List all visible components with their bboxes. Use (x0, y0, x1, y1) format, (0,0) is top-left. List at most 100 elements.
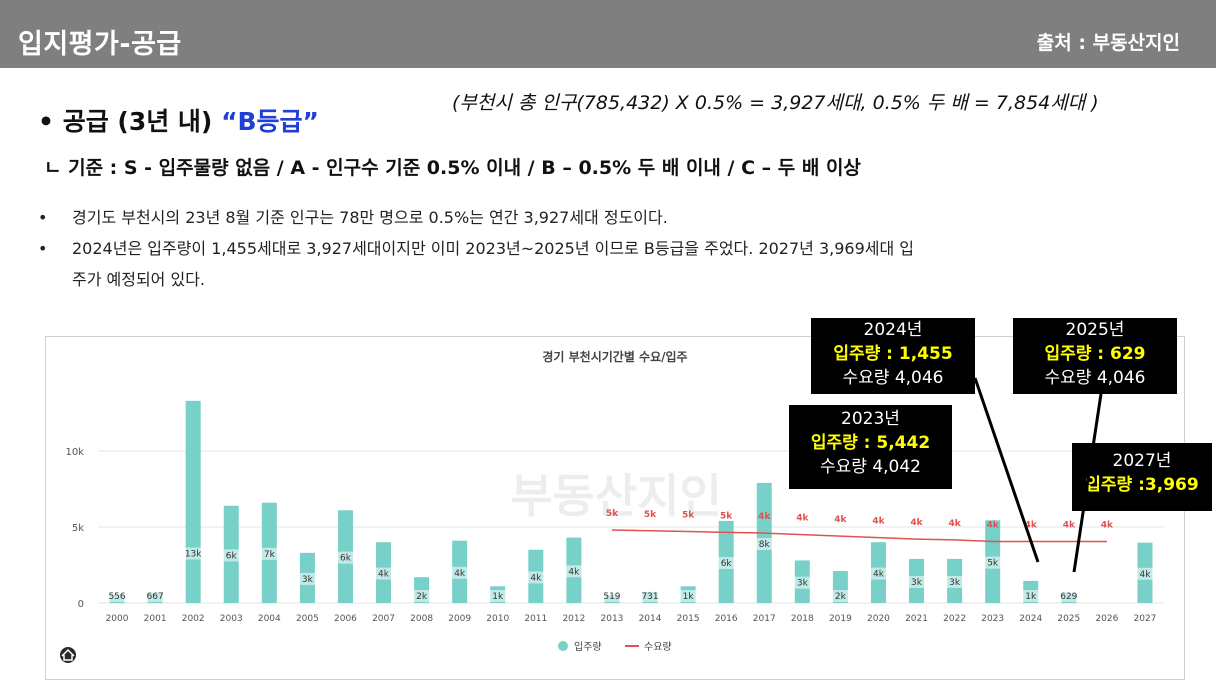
bullet-dot: • (38, 239, 48, 258)
callout-year: 2027년 (1112, 451, 1172, 471)
bullet-text: 경기도 부천시의 23년 8월 기준 인구는 78만 명으로 0.5%는 연간 … (72, 208, 668, 227)
legend-supply-label: 입주량 (574, 640, 602, 653)
bar-value-label: 2k (835, 592, 847, 602)
demand-value-label: 4k (910, 518, 923, 528)
bar-value-label: 7k (264, 550, 276, 560)
bar-value-label: 1k (1025, 592, 1037, 602)
x-tick-label: 2013 (601, 614, 624, 624)
bar-label-bg (829, 590, 852, 602)
bar-value-label: 629 (1060, 592, 1077, 602)
x-tick-label: 2006 (334, 614, 357, 624)
demand-value-label: 4k (948, 519, 961, 529)
x-tick-label: 2000 (106, 614, 129, 624)
bullet-text: 2024년은 입주량이 1,455세대로 3,927세대이지만 이미 2023년… (72, 239, 915, 258)
callout-demand: 수요량 4,042 (820, 457, 921, 477)
bar-label-bg (448, 566, 471, 579)
x-tick-label: 2021 (905, 614, 928, 624)
x-tick-label: 2004 (258, 614, 281, 624)
bar-label-bg (905, 575, 928, 588)
x-tick-label: 2023 (981, 614, 1004, 624)
demand-value-label: 5k (644, 510, 657, 520)
x-tick-label: 2026 (1095, 614, 1118, 624)
callout-2024: 2024년 입주량 : 1,455 수요량 4,046 (811, 318, 975, 394)
demand-value-label: 4k (872, 517, 885, 527)
x-tick-label: 2024 (1019, 614, 1042, 624)
legend-demand-label: 수요량 (644, 641, 672, 653)
bar-value-label: 3k (911, 578, 923, 588)
x-tick-label: 2019 (829, 614, 852, 624)
bar-label-bg (639, 590, 662, 602)
bar-label-bg (867, 567, 890, 580)
page-title: 입지평가-공급 (18, 29, 182, 60)
bullet-list: • 경기도 부천시의 23년 8월 기준 인구는 78만 명으로 0.5%는 연간… (38, 202, 1148, 295)
bar-label-bg (182, 547, 205, 560)
bar-value-label: 2k (416, 592, 428, 602)
source-label: 출처 : 부동산지인 (1036, 32, 1180, 54)
callout-2023: 2023년 입주량 : 5,442 수요량 4,042 (789, 405, 952, 489)
x-tick-label: 2017 (753, 614, 776, 624)
callout-2027: 2027년 입주량 :3,969 (1072, 443, 1212, 511)
legend-supply-marker (558, 641, 568, 651)
x-tick-label: 2002 (182, 614, 205, 624)
x-tick-label: 2022 (943, 614, 966, 624)
bar-value-label: 4k (873, 570, 885, 580)
x-tick-label: 2003 (220, 614, 243, 624)
callout-2025: 2025년 입주량 : 629 수요량 4,046 (1013, 318, 1177, 394)
supply-heading: • 공급 (3년 내) “B등급” (38, 102, 319, 138)
callout-year: 2023년 (841, 409, 900, 429)
demand-line (611, 529, 1107, 543)
x-tick-label: 2020 (867, 614, 890, 624)
bar-label-bg (715, 556, 738, 569)
callout-supply: 입주량 : 5,442 (810, 433, 931, 453)
supply-demand-chart: 경기 부천시기간별 수요/입주 0 5k 10k 부동산지인 556 667 13k 6k 7k 3… (60, 349, 1164, 663)
x-tick-label: 2005 (296, 614, 319, 624)
x-tick-label: 2027 (1134, 614, 1157, 624)
bullet-dot: • (38, 208, 48, 227)
bar-value-label: 8k (759, 540, 771, 550)
demand-value-label: 4k (834, 515, 847, 525)
x-tick-label: 2014 (639, 614, 662, 624)
header-bar: 입지평가-공급 출처 : 부동산지인 (0, 0, 1216, 68)
demand-value-label: 4k (1063, 521, 1076, 531)
bar-label-bg (943, 575, 966, 588)
bar-label-bg (791, 576, 814, 589)
bar-value-label: 3k (797, 579, 809, 589)
y-tick-label: 0 (78, 599, 84, 610)
bar (185, 400, 201, 603)
bar-label-bg (410, 590, 433, 602)
bar-value-label: 4k (378, 570, 390, 580)
demand-value-label: 5k (606, 509, 619, 519)
bar-label-bg (334, 551, 357, 564)
bar-value-label: 519 (603, 592, 620, 602)
home-logo-glyph (61, 648, 75, 661)
bar-value-label: 4k (1139, 570, 1151, 580)
grade-label: “B등급” (221, 107, 319, 136)
x-tick-label: 2025 (1057, 614, 1080, 624)
x-tick-label: 2016 (715, 614, 738, 624)
x-tick-label: 2008 (410, 614, 433, 624)
bar-label-bg (220, 549, 243, 562)
callout-year: 2025년 (1065, 320, 1125, 340)
bar-value-label: 3k (949, 578, 961, 588)
bar-label-bg (1057, 590, 1080, 602)
bar-label-bg (562, 565, 585, 578)
bar-label-bg (600, 590, 623, 602)
criteria-line: ㄴ 기준 : S - 입주물량 없음 / A - 인구수 기준 0.5% 이내 … (44, 157, 861, 179)
bar-value-label: 6k (226, 551, 238, 561)
x-tick-label: 2015 (677, 614, 700, 624)
callout-demand: 수요량 4,046 (842, 368, 944, 388)
x-tick-label: 2011 (524, 614, 547, 624)
callout-supply: 입주량 : 629 (1044, 344, 1146, 364)
callout-supply: 입주량 : 1,455 (833, 344, 953, 364)
bar-value-label: 1k (683, 592, 695, 602)
bar-value-label: 4k (568, 567, 580, 577)
bar-value-label: 6k (721, 559, 733, 569)
bar-value-label: 667 (147, 592, 164, 602)
bar-value-label: 3k (302, 575, 314, 585)
bullet-item: • 경기도 부천시의 23년 8월 기준 인구는 78만 명으로 0.5%는 연간… (38, 202, 1148, 233)
x-tick-label: 2007 (372, 614, 395, 624)
demand-value-label: 5k (682, 511, 695, 521)
bar-label-bg (753, 537, 776, 550)
bar-value-label: 556 (108, 592, 125, 602)
demand-value-label: 4k (1025, 521, 1038, 531)
